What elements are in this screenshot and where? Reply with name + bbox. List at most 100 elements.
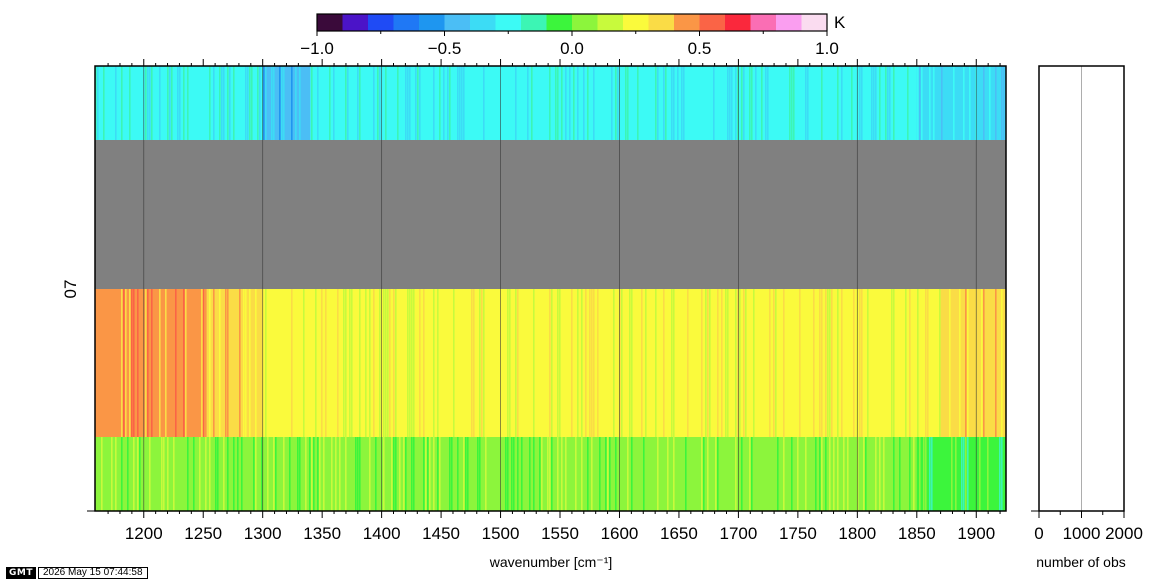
- colorbar-tick-label: 1.0: [815, 39, 839, 58]
- heatmap-channel-stripe: [413, 289, 415, 437]
- heatmap-channel-stripe: [177, 66, 179, 140]
- heatmap-channel-stripe: [599, 437, 601, 511]
- heatmap-channel-stripe: [831, 289, 833, 437]
- heatmap-channel-stripe: [981, 289, 983, 437]
- heatmap-channel-stripe: [533, 437, 535, 511]
- heatmap-channel-stripe: [335, 437, 337, 511]
- heatmap-channel-stripe: [539, 437, 541, 511]
- heatmap-channel-stripe: [409, 289, 411, 437]
- x-axis-tick-label: 1450: [422, 524, 460, 543]
- heatmap-channel-stripe: [961, 437, 963, 511]
- heatmap-channel-stripe: [137, 289, 139, 437]
- heatmap-channel-stripe: [967, 437, 969, 511]
- heatmap-channel-stripe: [677, 66, 679, 140]
- heatmap-channel-stripe: [735, 66, 737, 140]
- heatmap-channel-stripe: [137, 437, 139, 511]
- heatmap-channel-stripe: [829, 437, 831, 511]
- heatmap-channel-stripe: [963, 437, 965, 511]
- heatmap-channel-stripe: [443, 66, 445, 140]
- heatmap-channel-stripe: [861, 66, 863, 140]
- heatmap-channel-stripe: [415, 66, 417, 140]
- heatmap-channel-stripe: [359, 289, 361, 437]
- heatmap-channel-stripe: [989, 66, 991, 140]
- heatmap-channel-stripe: [751, 66, 753, 140]
- x-axis-tick-label: 1250: [184, 524, 222, 543]
- heatmap-channel-stripe: [253, 437, 255, 511]
- heatmap-channel-stripe: [185, 289, 187, 437]
- heatmap-channel-stripe: [273, 66, 275, 140]
- heatmap-channel-stripe: [103, 66, 105, 140]
- heatmap-channel-stripe: [125, 289, 127, 437]
- obs-x-tick-label: 2000: [1105, 524, 1143, 543]
- x-axis-tick-label: 1850: [898, 524, 936, 543]
- heatmap-channel-stripe: [925, 289, 927, 437]
- heatmap-channel-stripe: [565, 66, 567, 140]
- heatmap-channel-stripe: [461, 66, 463, 140]
- heatmap-channel-stripe: [969, 66, 971, 140]
- heatmap-channel-stripe: [389, 289, 391, 437]
- heatmap-channel-stripe: [409, 66, 411, 140]
- heatmap-channel-stripe: [717, 437, 719, 511]
- heatmap-channel-stripe: [291, 66, 293, 140]
- heatmap-channel-stripe: [147, 66, 149, 140]
- heatmap-channel-stripe: [275, 437, 277, 511]
- heatmap-channel-stripe: [255, 437, 257, 511]
- heatmap-channel-stripe: [311, 66, 313, 140]
- heatmap-channel-stripe: [187, 66, 189, 140]
- heatmap-channel-stripe: [557, 289, 559, 437]
- heatmap-channel-stripe: [127, 437, 129, 511]
- heatmap-channel-stripe: [631, 437, 633, 511]
- heatmap-channel-stripe: [515, 66, 517, 140]
- heatmap-channel-stripe: [597, 289, 599, 437]
- heatmap-channel-stripe: [555, 66, 557, 140]
- heatmap-channel-stripe: [645, 289, 647, 437]
- heatmap-channel-stripe: [407, 289, 409, 437]
- heatmap-channel-stripe: [667, 437, 669, 511]
- heatmap-channel-stripe: [521, 437, 523, 511]
- obs-axis-label: number of obs: [1036, 554, 1126, 570]
- heatmap-channel-stripe: [297, 437, 299, 511]
- heatmap-channel-stripe: [891, 289, 893, 437]
- heatmap-channel-stripe: [551, 289, 553, 437]
- heatmap-channel-stripe: [347, 66, 349, 140]
- heatmap-channel-stripe: [417, 66, 419, 140]
- heatmap-channel-stripe: [171, 66, 173, 140]
- heatmap-channel-stripe: [873, 66, 875, 140]
- heatmap-channel-stripe: [295, 66, 297, 140]
- heatmap-channel-stripe: [665, 66, 667, 140]
- colorbar-tick-label: 0.5: [688, 39, 712, 58]
- heatmap-channel-stripe: [673, 66, 675, 140]
- heatmap-channel-stripe: [933, 66, 935, 140]
- x-axis-tick-label: 1900: [957, 524, 995, 543]
- heatmap-channel-stripe: [223, 66, 225, 140]
- heatmap-channel-stripe: [917, 289, 919, 437]
- heatmap-cell: [916, 66, 1007, 140]
- heatmap-channel-stripe: [837, 437, 839, 511]
- heatmap-channel-stripe: [305, 437, 307, 511]
- heatmap-channel-stripe: [875, 437, 877, 511]
- heatmap-channel-stripe: [471, 289, 473, 437]
- heatmap-channel-stripe: [163, 437, 165, 511]
- heatmap-channel-stripe: [149, 437, 151, 511]
- heatmap-channel-stripe: [613, 289, 615, 437]
- heatmap-channel-stripe: [223, 437, 225, 511]
- heatmap-channel-stripe: [219, 289, 221, 437]
- heatmap-channel-stripe: [151, 66, 153, 140]
- x-axis-label: wavenumber [cm⁻¹]: [489, 554, 613, 570]
- heatmap-channel-stripe: [591, 437, 593, 511]
- heatmap-channel-stripe: [507, 289, 509, 437]
- heatmap-channel-stripe: [557, 437, 559, 511]
- heatmap-channel-stripe: [115, 66, 117, 140]
- heatmap-channel-stripe: [999, 437, 1001, 511]
- heatmap-cell: [262, 66, 311, 140]
- heatmap-channel-stripe: [687, 289, 689, 437]
- heatmap-channel-stripe: [907, 66, 909, 140]
- heatmap-channel-stripe: [565, 437, 567, 511]
- heatmap-channel-stripe: [265, 66, 267, 140]
- heatmap-channel-stripe: [219, 66, 221, 140]
- heatmap-channel-stripe: [265, 289, 267, 437]
- heatmap-channel-stripe: [617, 66, 619, 140]
- heatmap-channel-stripe: [841, 289, 843, 437]
- heatmap-channel-stripe: [249, 66, 251, 140]
- colorbar-swatch: [470, 14, 496, 31]
